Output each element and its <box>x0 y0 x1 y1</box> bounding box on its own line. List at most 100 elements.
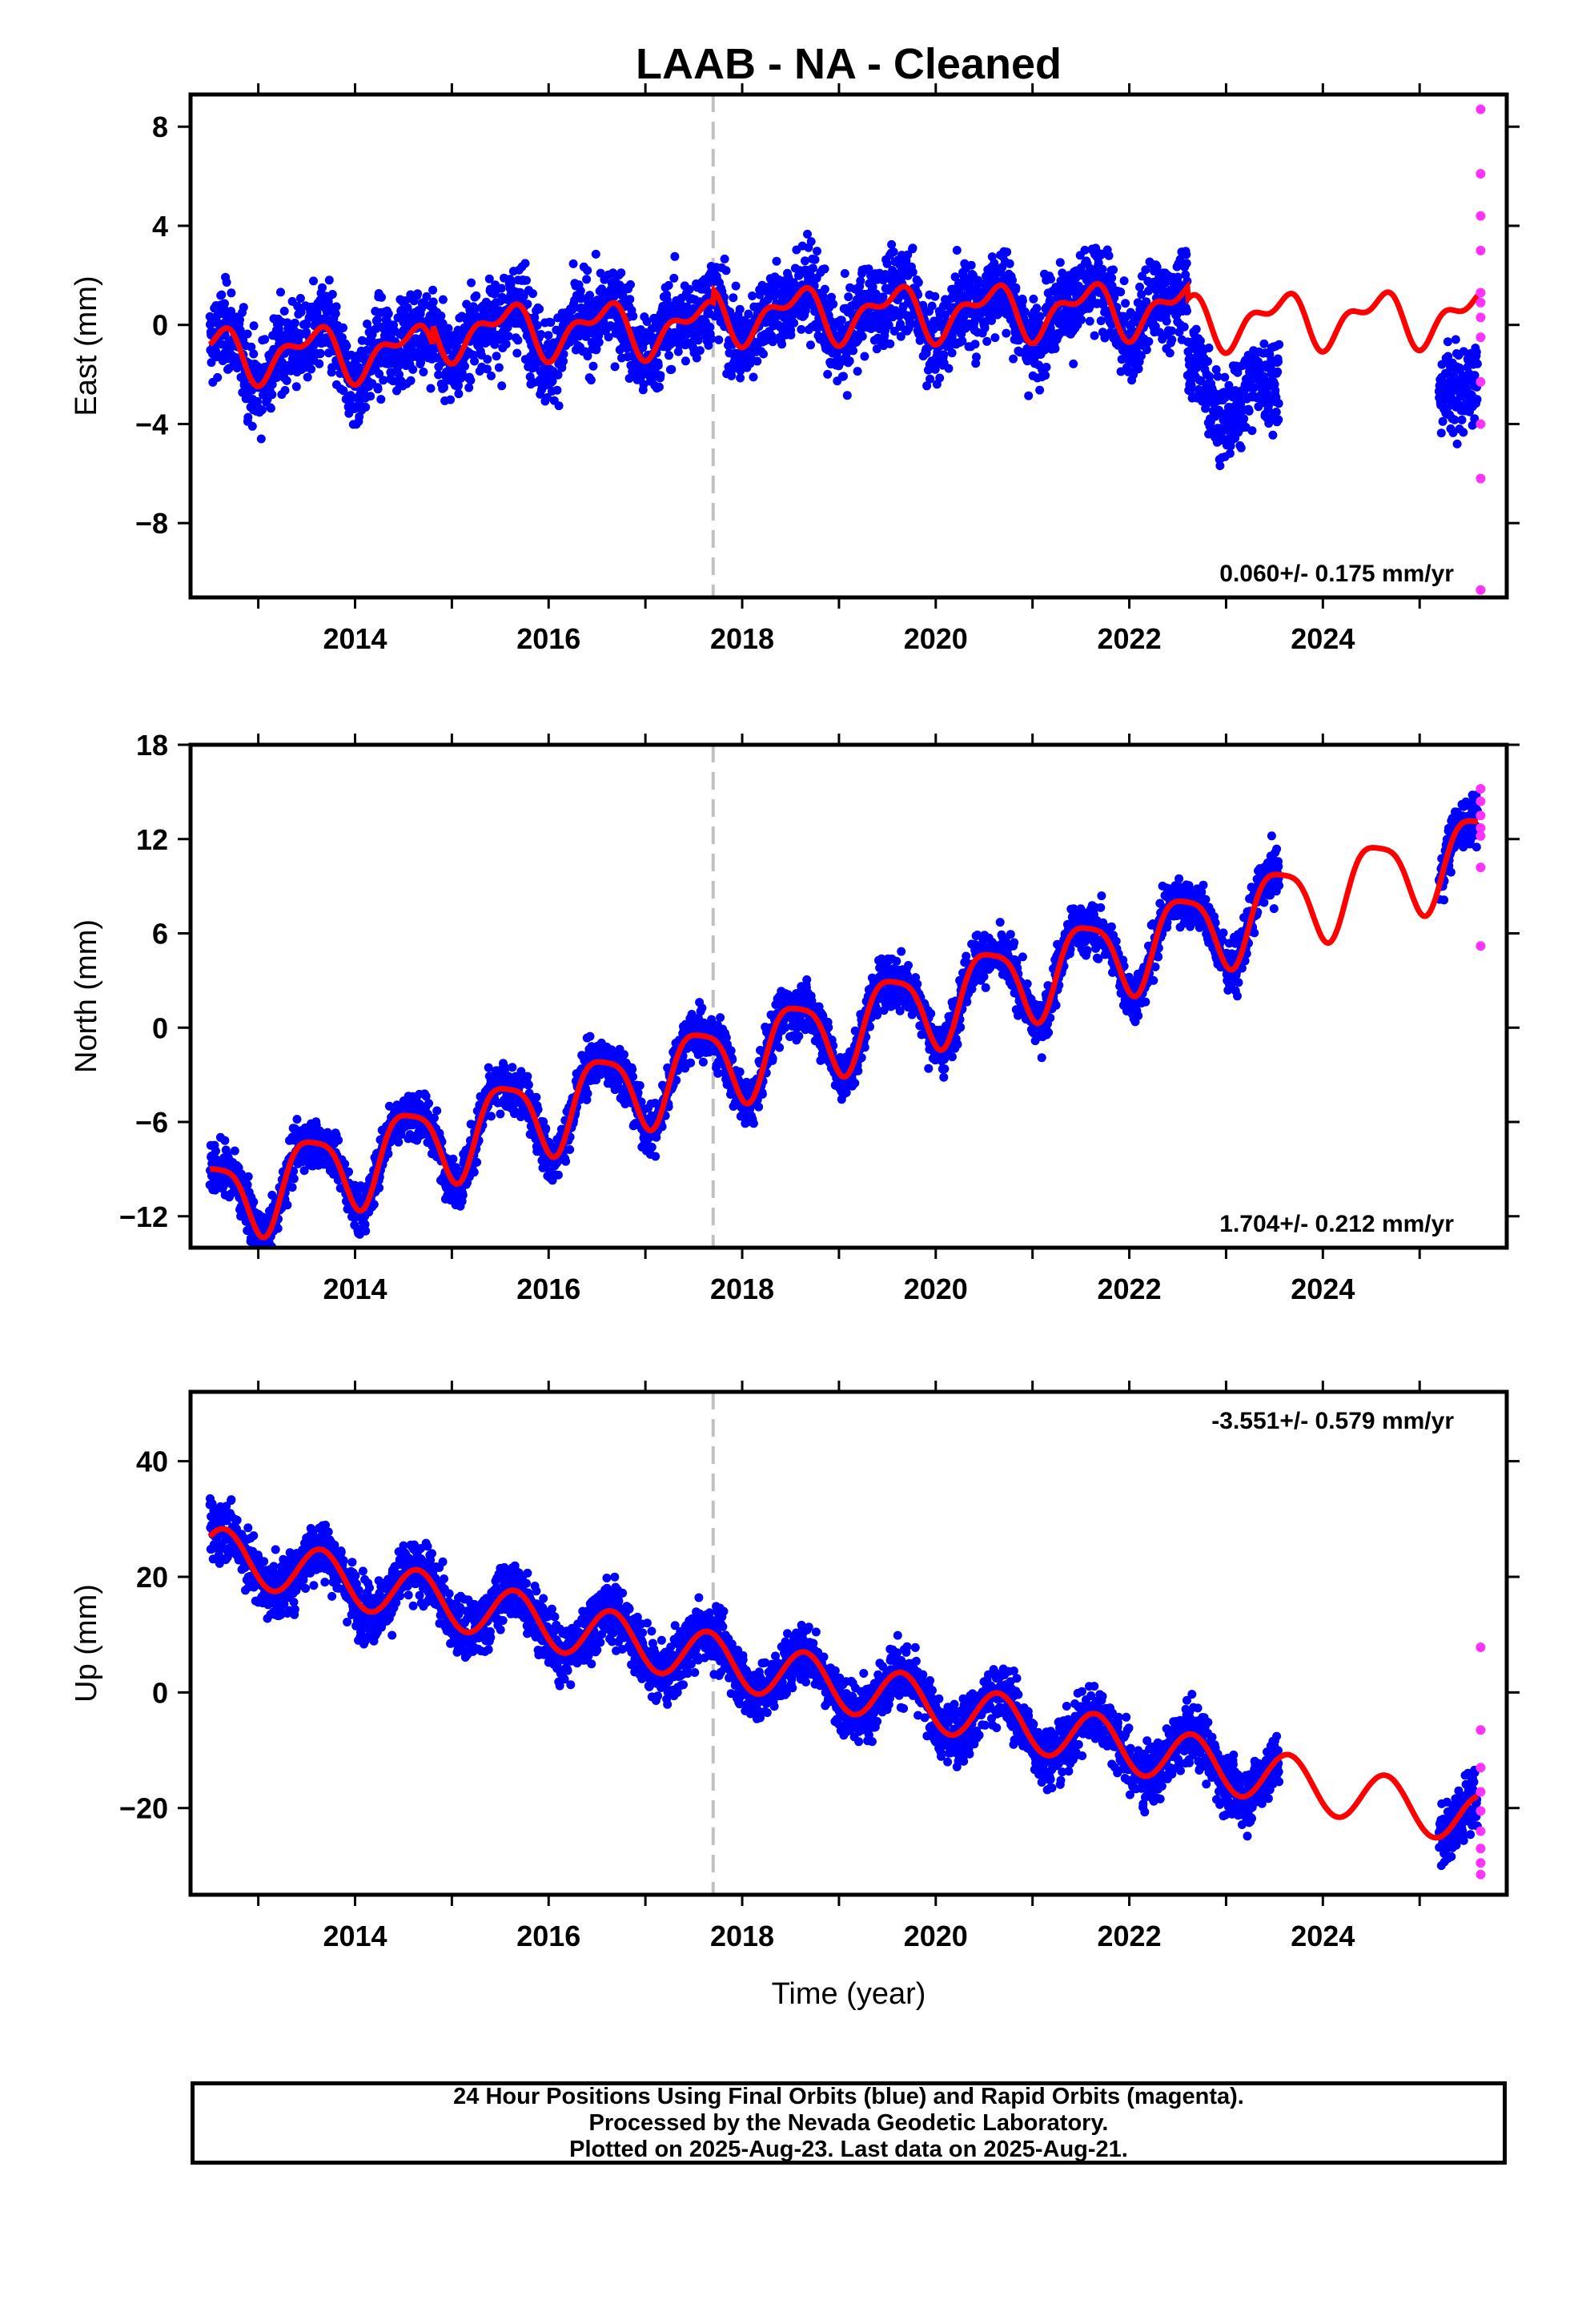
model-fit-curve <box>207 279 1480 390</box>
final-orbit-point <box>1182 250 1191 259</box>
final-orbit-point <box>813 247 821 256</box>
final-orbit-point <box>392 386 401 396</box>
final-orbit-point <box>362 345 371 355</box>
final-orbit-point <box>299 1166 309 1176</box>
final-orbit-point <box>714 335 724 344</box>
final-orbit-point <box>842 391 852 400</box>
final-orbit-point <box>530 313 540 322</box>
final-orbit-point <box>896 332 905 341</box>
final-orbit-point <box>252 1252 261 1261</box>
final-orbit-point <box>207 358 216 368</box>
final-orbit-point <box>582 275 592 284</box>
final-orbit-point <box>944 364 954 373</box>
final-orbit-point <box>292 1115 302 1124</box>
final-orbit-point <box>1192 363 1202 372</box>
final-orbit-point <box>588 361 598 371</box>
final-orbit-point <box>446 395 456 404</box>
rapid-orbit-point <box>1476 168 1486 179</box>
final-orbit-point <box>1247 426 1257 436</box>
final-orbit-point <box>1134 364 1143 374</box>
final-orbit-point <box>1055 258 1065 267</box>
final-orbit-point <box>604 332 613 342</box>
final-orbit-point <box>522 275 531 285</box>
final-orbit-point <box>1002 247 1012 257</box>
final-orbit-point <box>903 250 913 259</box>
final-orbit-point <box>1268 430 1278 440</box>
final-orbit-point <box>1259 339 1269 348</box>
final-orbit-point <box>327 290 337 299</box>
final-orbit-point <box>1080 245 1090 255</box>
final-orbit-point <box>653 360 663 370</box>
data-layer <box>205 104 1486 595</box>
final-orbit-point <box>543 393 552 402</box>
final-orbit-point <box>820 284 829 294</box>
final-orbit-point <box>753 356 762 366</box>
final-orbit-point <box>693 336 703 345</box>
final-orbit-point <box>1271 386 1280 395</box>
final-orbit-point <box>930 292 940 301</box>
final-orbit-point <box>692 353 701 363</box>
final-orbit-point <box>1244 406 1254 416</box>
final-orbit-point <box>383 309 393 319</box>
final-orbit-point <box>274 324 283 334</box>
final-orbit-point <box>422 292 432 301</box>
final-orbit-point <box>528 289 537 299</box>
final-orbit-point <box>1225 448 1235 458</box>
final-orbit-point <box>1167 335 1177 344</box>
final-orbit-point <box>379 376 388 385</box>
final-orbit-point <box>887 239 897 249</box>
final-orbit-point <box>664 280 673 290</box>
final-orbit-point <box>472 291 481 300</box>
final-orbit-point <box>516 1067 526 1076</box>
final-orbit-point <box>494 363 504 372</box>
final-orbit-point <box>232 364 242 372</box>
final-orbit-point <box>1195 336 1205 346</box>
final-orbit-point <box>282 376 291 385</box>
final-orbit-point <box>1236 443 1246 452</box>
final-orbit-point <box>256 434 266 444</box>
final-orbit-point <box>492 352 501 361</box>
final-orbit-point <box>681 356 690 366</box>
final-orbit-point <box>318 283 327 292</box>
final-orbit-point <box>512 348 522 358</box>
final-orbit-point <box>460 361 469 371</box>
final-orbit-point <box>1220 372 1230 382</box>
final-orbit-point <box>958 336 967 346</box>
final-orbit-point <box>1213 372 1223 381</box>
rapid-orbit-point <box>1476 211 1486 221</box>
final-orbit-point <box>548 376 557 386</box>
final-orbit-point <box>952 246 962 255</box>
final-orbit-point <box>247 342 256 352</box>
final-orbit-point <box>279 307 289 316</box>
final-orbit-point <box>786 330 796 340</box>
final-orbit-point <box>249 1197 259 1207</box>
final-orbit-point <box>884 320 893 330</box>
final-orbit-point <box>523 300 532 309</box>
final-orbit-point <box>1239 414 1249 424</box>
final-orbit-point <box>1274 415 1283 424</box>
final-orbit-point <box>532 320 542 330</box>
final-orbit-point <box>487 1112 496 1121</box>
final-orbit-point <box>539 1117 548 1127</box>
final-orbit-point <box>413 289 423 299</box>
final-orbit-point <box>1191 324 1201 334</box>
final-orbit-point <box>454 380 463 390</box>
final-orbit-point <box>1024 391 1034 400</box>
final-orbit-point <box>273 1224 283 1233</box>
x-tick-label: 2018 <box>710 622 774 655</box>
final-orbit-point <box>533 1105 543 1114</box>
final-orbit-point <box>860 352 869 361</box>
y-axis-label: East (mm) <box>70 275 103 416</box>
final-orbit-point <box>1135 282 1144 292</box>
final-orbit-point <box>626 279 635 289</box>
final-orbit-point <box>384 1101 394 1111</box>
final-orbit-point <box>263 1258 272 1267</box>
final-orbit-point <box>864 264 873 274</box>
final-orbit-point <box>342 341 351 351</box>
final-orbit-point <box>1249 383 1259 392</box>
final-orbit-point <box>553 370 563 380</box>
final-orbit-point <box>1137 290 1146 300</box>
final-orbit-point <box>400 296 410 305</box>
final-orbit-point <box>844 292 853 302</box>
